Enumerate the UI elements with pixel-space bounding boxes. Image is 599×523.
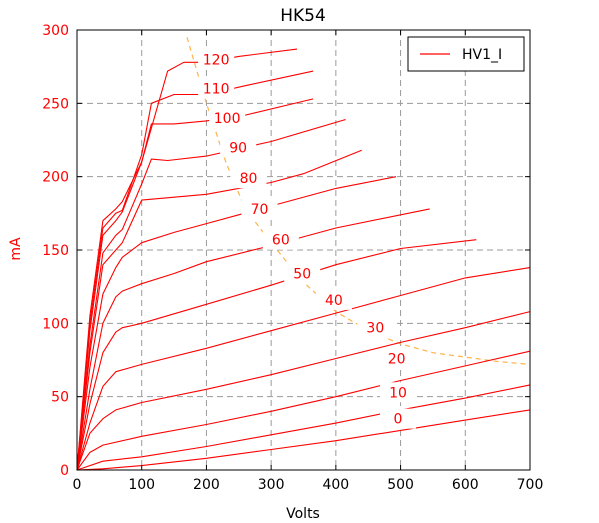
curve-label-bg xyxy=(379,408,416,429)
legend: HV1_I xyxy=(407,36,525,72)
y-tick-label: 250 xyxy=(42,96,69,112)
chart-title: HK54 xyxy=(280,6,326,26)
y-tick-label: 0 xyxy=(60,463,69,479)
curve-label: 40 xyxy=(325,293,343,309)
curve-label-bg xyxy=(209,108,246,128)
curve-label: 110 xyxy=(203,82,230,98)
x-tick-label: 400 xyxy=(322,477,349,493)
curve-label: 80 xyxy=(240,171,258,187)
x-tick-label: 600 xyxy=(452,477,479,493)
y-tick-label: 300 xyxy=(42,23,69,39)
curve-label: 50 xyxy=(293,266,311,282)
x-axis-label: Volts xyxy=(286,506,320,522)
x-tick-label: 100 xyxy=(128,477,155,493)
curve-series xyxy=(76,48,531,471)
y-tick-label: 100 xyxy=(42,316,69,332)
curve-label-bg xyxy=(198,49,235,70)
load-line-path xyxy=(186,37,531,365)
curve-70 xyxy=(76,176,397,471)
curve-0 xyxy=(76,409,531,471)
load-line xyxy=(186,37,531,365)
x-tick-label: 300 xyxy=(258,477,285,493)
curve-10 xyxy=(76,384,531,471)
curve-label-bg xyxy=(315,289,352,310)
curve-90 xyxy=(76,118,346,471)
curve-label-bg xyxy=(220,137,257,158)
curve-30 xyxy=(76,311,531,471)
x-tick-label: 500 xyxy=(387,477,414,493)
curve-50 xyxy=(76,239,477,471)
x-tick-label: 700 xyxy=(517,477,544,493)
curve-label: 30 xyxy=(366,321,384,337)
curve-label-bg xyxy=(262,229,299,250)
legend-box xyxy=(407,36,525,72)
curve-label-bg xyxy=(284,263,321,284)
curve-label-bg xyxy=(198,78,235,99)
y-axis-label: mA xyxy=(8,237,24,261)
curve-label-bg xyxy=(379,382,416,403)
curve-label: 60 xyxy=(272,233,290,249)
curve-label: 90 xyxy=(229,140,247,156)
curve-label: 0 xyxy=(394,412,403,428)
curve-100 xyxy=(76,98,314,471)
curve-40 xyxy=(76,267,531,471)
curve-80 xyxy=(76,149,362,471)
x-tick-label: 200 xyxy=(193,477,220,493)
curve-label-bg xyxy=(378,348,415,369)
y-tick-label: 50 xyxy=(51,390,69,406)
curve-label-bg xyxy=(357,317,394,338)
curve-label: 70 xyxy=(251,202,269,218)
y-tick-label: 150 xyxy=(42,243,69,259)
curve-label-bg xyxy=(230,168,267,189)
y-tick-label: 200 xyxy=(42,170,69,186)
curve-label: 120 xyxy=(203,52,230,68)
legend-entry: HV1_I xyxy=(462,47,502,63)
curve-label: 20 xyxy=(388,352,406,368)
curve-20 xyxy=(76,350,531,471)
curve-label: 100 xyxy=(214,111,241,127)
curve-60 xyxy=(76,208,430,471)
curve-label-bg xyxy=(241,198,278,219)
curve-label: 10 xyxy=(389,385,407,401)
x-tick-label: 0 xyxy=(73,477,82,493)
curve-120 xyxy=(76,48,298,471)
